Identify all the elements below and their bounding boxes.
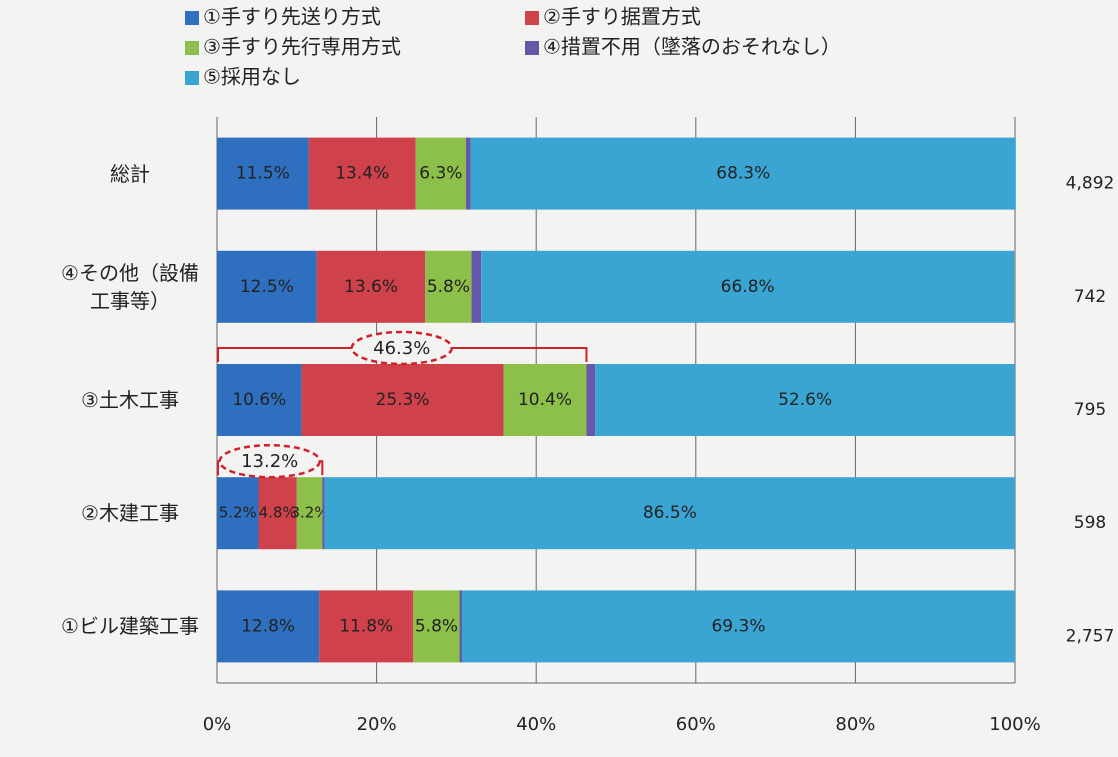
data-label: 25.3% xyxy=(376,390,430,410)
bar-segment xyxy=(471,250,482,323)
bar-segment xyxy=(308,137,416,210)
data-label: 4.8% xyxy=(259,504,297,522)
legend-label: ⑤採用なし xyxy=(203,65,301,89)
legend-label: ④措置不用（墜落のおそれなし） xyxy=(543,35,841,59)
data-label: 6.3% xyxy=(419,164,462,184)
data-label: 68.3% xyxy=(716,164,770,184)
bar-segment xyxy=(415,137,466,210)
data-label: 10.4% xyxy=(518,390,572,410)
data-label: 11.5% xyxy=(236,164,290,184)
bar-segment xyxy=(258,477,297,550)
data-label: 5.8% xyxy=(427,277,470,297)
bar-segment xyxy=(425,250,472,323)
category-label: ③土木工事 xyxy=(81,388,179,412)
bar-segment xyxy=(217,364,302,436)
x-tick-label: 40% xyxy=(516,714,556,735)
bar-segment xyxy=(296,477,323,550)
data-label: 69.3% xyxy=(711,616,765,636)
x-tick-label: 0% xyxy=(203,714,232,735)
category-label: 総計 xyxy=(110,161,150,186)
legend-swatch xyxy=(185,71,199,85)
bar-segment xyxy=(217,477,259,550)
annotation-ellipse xyxy=(218,443,321,479)
total-label: 4,892 xyxy=(1066,174,1115,194)
bar-segment xyxy=(413,590,460,663)
bar-segment xyxy=(217,250,317,323)
legend-label: ③手すり先行専用方式 xyxy=(203,35,401,59)
data-label: 3.2% xyxy=(291,504,329,522)
category-label: ④その他（設備工事等） xyxy=(61,260,199,313)
legend-swatch xyxy=(185,11,199,25)
x-tick-label: 60% xyxy=(676,714,716,735)
bar-segment xyxy=(503,364,587,436)
legend-swatch xyxy=(525,11,539,25)
bar-segment xyxy=(316,250,426,323)
bar-segment xyxy=(586,364,596,436)
total-label: 598 xyxy=(1074,513,1106,533)
data-label: 11.8% xyxy=(339,616,393,636)
bar-segment xyxy=(461,590,1016,663)
data-label: 12.5% xyxy=(240,277,294,297)
total-label: 742 xyxy=(1074,287,1106,307)
category-label: ②木建工事 xyxy=(81,501,179,526)
legend-label: ①手すり先送り方式 xyxy=(203,5,381,29)
annotation-label: 13.2% xyxy=(241,451,298,472)
bar-segment xyxy=(324,477,1016,550)
bar-segment xyxy=(470,137,1016,210)
legend-label: ②手すり据置方式 xyxy=(543,5,701,29)
data-label: 12.8% xyxy=(241,616,295,636)
bar-segment xyxy=(301,364,504,436)
bar-segment xyxy=(319,590,414,663)
bar-segment xyxy=(595,364,1015,436)
x-tick-label: 100% xyxy=(989,714,1040,735)
data-label: 5.2% xyxy=(219,504,257,522)
legend-swatch xyxy=(525,41,539,55)
bar-segment xyxy=(481,250,1015,323)
data-label: 10.6% xyxy=(232,390,286,410)
category-label: ①ビル建築工事 xyxy=(61,614,199,639)
total-label: 2,757 xyxy=(1066,626,1115,646)
data-label: 13.6% xyxy=(344,277,398,297)
x-tick-label: 20% xyxy=(357,714,397,735)
bar-segment xyxy=(217,137,309,210)
data-label: 52.6% xyxy=(778,390,832,410)
bar-segment xyxy=(465,137,471,210)
bar-segment xyxy=(459,590,462,663)
data-label: 66.8% xyxy=(721,277,775,297)
bar-segment xyxy=(217,590,320,663)
bar-segment xyxy=(322,477,325,550)
data-label: 13.4% xyxy=(335,164,389,184)
x-tick-label: 80% xyxy=(835,714,875,735)
annotation-label: 46.3% xyxy=(373,338,430,359)
data-label: 5.8% xyxy=(415,616,458,636)
legend-swatch xyxy=(185,41,199,55)
total-label: 795 xyxy=(1074,400,1106,420)
annotation-ellipse xyxy=(350,330,453,366)
data-label: 86.5% xyxy=(643,503,697,523)
